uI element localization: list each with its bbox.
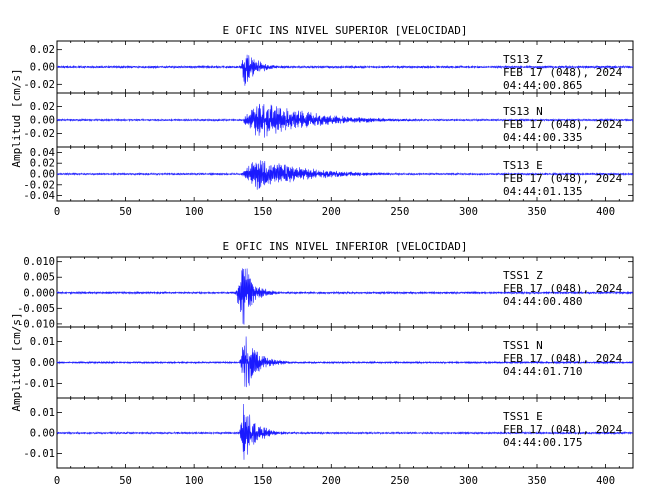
x-tick-label: 0 bbox=[54, 206, 60, 218]
station-info-line: TS13 Z bbox=[503, 53, 543, 66]
station-info-line: TS13 N bbox=[503, 105, 543, 118]
station-info-line: 04:44:00.865 bbox=[503, 79, 582, 92]
seismic-trace bbox=[56, 403, 634, 460]
seismic-trace bbox=[56, 336, 634, 388]
y-tick-label: 0.005 bbox=[23, 272, 55, 284]
y-tick-label: -0.04 bbox=[23, 190, 55, 202]
y-tick-label: 0.02 bbox=[30, 158, 55, 170]
station-info-line: FEB 17 (048), 2024 bbox=[503, 423, 623, 436]
seismic-trace bbox=[56, 54, 634, 86]
station-info-line: TS13 E bbox=[503, 159, 543, 172]
x-tick-label: 350 bbox=[528, 206, 547, 218]
x-tick-label: 0 bbox=[54, 475, 60, 487]
x-tick-label: 50 bbox=[119, 206, 132, 218]
station-info-line: 04:44:00.335 bbox=[503, 131, 582, 144]
y-tick-label: 0.01 bbox=[30, 407, 55, 419]
y-tick-label: 0.00 bbox=[30, 62, 55, 74]
x-tick-label: 200 bbox=[322, 206, 341, 218]
station-info-line: FEB 17 (048), 2024 bbox=[503, 66, 623, 79]
y-axis-label-upper: Amplitud [cm/s] bbox=[10, 68, 23, 167]
y-tick-label: 0.010 bbox=[23, 256, 55, 268]
x-tick-label: 400 bbox=[596, 206, 615, 218]
y-tick-label: 0.00 bbox=[30, 428, 55, 440]
y-tick-label: -0.01 bbox=[23, 378, 55, 390]
y-tick-label: 0.01 bbox=[30, 336, 55, 348]
station-info-line: 04:44:01.135 bbox=[503, 185, 582, 198]
chart-title-upper: E OFIC INS NIVEL SUPERIOR [VELOCIDAD] bbox=[222, 24, 467, 37]
y-axis-label-lower: Amplitud [cm/s] bbox=[10, 312, 23, 411]
x-tick-label: 100 bbox=[185, 206, 204, 218]
x-tick-label: 200 bbox=[322, 475, 341, 487]
y-tick-label: 0.00 bbox=[30, 169, 55, 181]
station-info-line: FEB 17 (048), 2024 bbox=[503, 352, 623, 365]
station-info-line: TSS1 Z bbox=[503, 269, 543, 282]
x-tick-label: 300 bbox=[459, 206, 478, 218]
y-tick-label: -0.005 bbox=[17, 303, 55, 315]
station-info-line: TSS1 E bbox=[503, 410, 543, 423]
x-tick-label: 350 bbox=[528, 475, 547, 487]
y-tick-label: -0.02 bbox=[23, 179, 55, 191]
station-info-line: TSS1 N bbox=[503, 339, 543, 352]
station-info-line: FEB 17 (048), 2024 bbox=[503, 172, 623, 185]
x-tick-label: 250 bbox=[390, 475, 409, 487]
x-tick-label: 150 bbox=[253, 206, 272, 218]
x-tick-label: 50 bbox=[119, 475, 132, 487]
y-tick-label: 0.02 bbox=[30, 101, 55, 113]
seismic-trace bbox=[56, 160, 634, 190]
seismic-trace bbox=[56, 268, 634, 325]
y-tick-label: 0.02 bbox=[30, 44, 55, 56]
station-info-line: 04:44:00.480 bbox=[503, 295, 582, 308]
chart-title-lower: E OFIC INS NIVEL INFERIOR [VELOCIDAD] bbox=[222, 240, 467, 253]
y-tick-label: -0.02 bbox=[23, 128, 55, 140]
x-tick-label: 250 bbox=[390, 206, 409, 218]
station-info-line: 04:44:00.175 bbox=[503, 436, 582, 449]
y-tick-label: -0.01 bbox=[23, 448, 55, 460]
station-info-line: FEB 17 (048), 2024 bbox=[503, 282, 623, 295]
seismic-trace bbox=[56, 103, 634, 138]
y-tick-label: -0.02 bbox=[23, 79, 55, 91]
y-tick-label: 0.04 bbox=[30, 147, 55, 159]
x-tick-label: 300 bbox=[459, 475, 478, 487]
y-tick-label: 0.000 bbox=[23, 287, 55, 299]
station-info-line: 04:44:01.710 bbox=[503, 365, 582, 378]
y-tick-label: -0.010 bbox=[17, 318, 55, 330]
y-tick-label: 0.00 bbox=[30, 115, 55, 127]
x-tick-label: 100 bbox=[185, 475, 204, 487]
y-tick-label: 0.00 bbox=[30, 357, 55, 369]
x-tick-label: 150 bbox=[253, 475, 272, 487]
station-info-line: FEB 17 (048), 2024 bbox=[503, 118, 623, 131]
x-tick-label: 400 bbox=[596, 475, 615, 487]
